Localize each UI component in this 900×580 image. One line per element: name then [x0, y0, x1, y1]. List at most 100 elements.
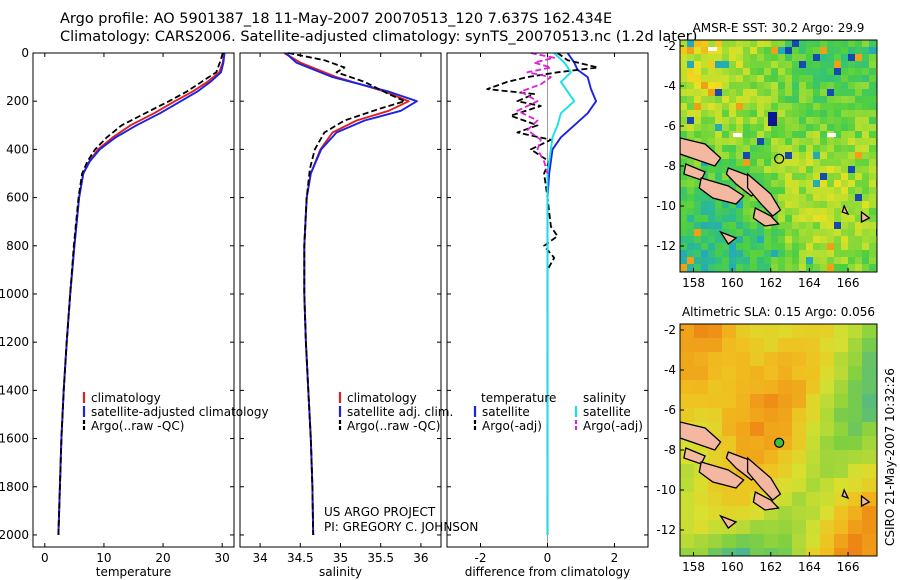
map-y-tick-label: -8 [664, 159, 676, 173]
legend-satellite-adj-label: satellite adj. clim. [347, 405, 453, 419]
figure-title-line-2: Climatology: CARS2006. Satellite-adjuste… [60, 29, 698, 45]
map-y-tick-label: -10 [656, 199, 676, 213]
map-y-tick-label: -4 [664, 79, 676, 93]
x-tick-label: 30 [215, 551, 230, 565]
map-x-tick-label: 158 [682, 276, 705, 290]
island-shape [746, 172, 782, 217]
map-heatmap-1 [680, 40, 877, 272]
y-tick-label: 1200 [0, 335, 29, 349]
y-tick-label: 1800 [0, 480, 29, 494]
map-x-tick-label: 162 [759, 560, 782, 574]
map-heatmap-2 [680, 324, 877, 556]
y-tick-label: 1000 [0, 287, 29, 301]
island-shape [752, 207, 780, 227]
island-shape [841, 204, 850, 216]
x-tick-label: 35 [333, 551, 348, 565]
map-x-tick-label: 158 [682, 560, 705, 574]
island-shape [718, 514, 738, 529]
map-title: AMSR-E SST: 30.2 Argo: 29.9 [693, 21, 865, 35]
x-tick-label: -2 [475, 551, 487, 565]
x-tick-label: 36 [413, 551, 428, 565]
map-x-tick-label: 164 [798, 276, 821, 290]
legend-heading-salinity: salinity [583, 391, 626, 405]
map-y-tick-label: -10 [656, 483, 676, 497]
map-x-tick-label: 162 [759, 276, 782, 290]
panel-3-series-1 [546, 52, 598, 535]
legend-climatology-label: climatology [91, 391, 161, 405]
panel-3-series-3 [546, 52, 576, 535]
x-tick-label: 2 [611, 551, 619, 565]
credit-timestamp: CSIRO 21-May-2007 10:32:26 [883, 368, 897, 546]
map-y-tick-label: -12 [656, 523, 676, 537]
legend-satellite-adjusted-label: satellite-adjusted climatology [91, 405, 269, 419]
panel-1-series-3 [57, 52, 224, 536]
y-tick-label: 1600 [0, 432, 29, 446]
island-shape [680, 137, 722, 167]
profile-panel-1: 0 10 20 30 temperature 0 200 400 600 800 1000 1200 1… [0, 46, 235, 579]
map-y-tick-label: -4 [664, 363, 676, 377]
panel-1-series-1 [57, 52, 225, 536]
map-title: Altimetric SLA: 0.15 Argo: 0.056 [682, 305, 875, 319]
panel-3-series-4 [516, 52, 556, 174]
island-shape [680, 421, 722, 451]
map-y-tick-label: -12 [656, 239, 676, 253]
legend-difference: temperature salinitysatelliteArgo(-adj)sa… [473, 391, 643, 433]
x-tick-label: 10 [96, 551, 111, 565]
map-axes-1: 158 160 162 164 166 -2 -4 -6 -8 -10 -12 AMSR-E SST:… [656, 21, 878, 290]
legend-sal-satellite-label: satellite [583, 405, 631, 419]
legend-sal-argo-label: Argo(-adj) [583, 419, 643, 433]
x-tick-label: 0 [544, 551, 552, 565]
panel-3-series-2 [486, 52, 599, 535]
island-shape [746, 456, 782, 501]
legend-temp-argo-label: Argo(-adj) [482, 419, 542, 433]
map-y-tick-label: -2 [664, 39, 676, 53]
x-tick-label: 34.5 [287, 551, 314, 565]
panel-2-series-2 [285, 52, 418, 536]
map-y-tick-label: -6 [664, 119, 676, 133]
map-x-tick-label: 160 [721, 560, 744, 574]
x-tick-label: 35.5 [367, 551, 394, 565]
panel-2-frame [239, 52, 442, 548]
island-shape [752, 491, 780, 511]
legend-argo-label: Argo(..raw -QC) [91, 419, 184, 433]
x-tick-label: 20 [155, 551, 170, 565]
map-y-tick-label: -8 [664, 443, 676, 457]
legend-heading-temperature: temperature [481, 391, 556, 405]
panel-2-series-1 [283, 52, 410, 536]
legend-temp-satellite-label: satellite [482, 405, 530, 419]
map-frame [679, 323, 878, 557]
argo-float-marker [774, 437, 785, 448]
map-x-tick-label: 160 [721, 276, 744, 290]
x-axis-label: salinity [319, 565, 362, 579]
y-tick-label: 600 [6, 191, 29, 205]
argo-float-marker [774, 153, 785, 164]
map-y-tick-label: -2 [664, 323, 676, 337]
y-tick-label: 1400 [0, 383, 29, 397]
map-frame [679, 39, 878, 273]
island-shape [860, 210, 871, 224]
y-tick-label: 400 [6, 142, 29, 156]
map-x-tick-label: 164 [798, 560, 821, 574]
x-axis-label: difference from climatology [465, 565, 631, 579]
legend-argo-label: Argo(..raw -QC) [347, 419, 440, 433]
x-tick-label: 0 [41, 551, 49, 565]
map-y-tick-label: -6 [664, 403, 676, 417]
island-shape [718, 230, 738, 245]
map-x-tick-label: 166 [837, 276, 860, 290]
y-tick-label: 0 [21, 46, 29, 60]
island-shape [841, 488, 850, 500]
x-axis-label: temperature [96, 565, 171, 579]
map-x-tick-label: 166 [837, 560, 860, 574]
profile-panel-2: 34 34.5 35 35.5 36 salinity [239, 52, 442, 579]
panel-2-series-3 [288, 52, 406, 536]
panel-1-series-2 [57, 52, 226, 536]
island-shape [698, 177, 745, 205]
y-tick-label: 800 [6, 239, 29, 253]
legend-climatology-label: climatology [347, 391, 417, 405]
map-axes-2: 158 160 162 164 166 -2 -4 -6 -8 -10 -12 Altimetric … [656, 305, 878, 574]
island-shape [698, 461, 745, 489]
